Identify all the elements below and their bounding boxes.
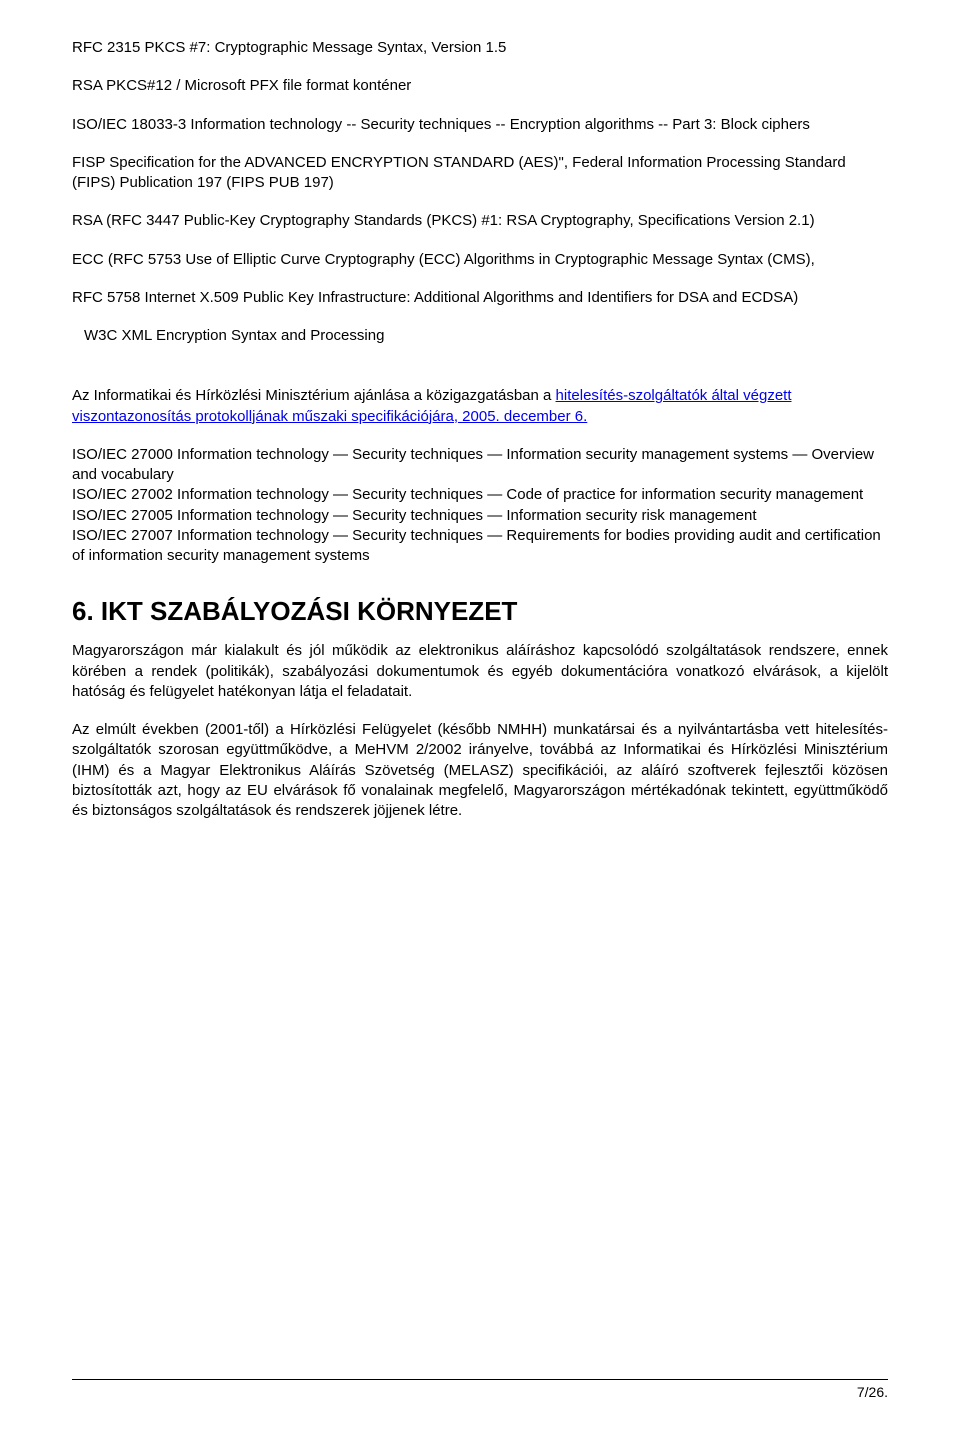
paragraph-ecc-rfc5753: ECC (RFC 5753 Use of Elliptic Curve Cryp…: [72, 250, 888, 270]
paragraph-fisp-aes: FISP Specification for the ADVANCED ENCR…: [72, 153, 888, 194]
text-ihm-prefix: Az Informatikai és Hírközlési Minisztéri…: [72, 387, 556, 404]
paragraph-iso27005: ISO/IEC 27005 Information technology — S…: [72, 506, 888, 526]
paragraph-iso27007: ISO/IEC 27007 Information technology — S…: [72, 526, 888, 567]
paragraph-body-2: Az elmúlt években (2001-től) a Hírközlés…: [72, 720, 888, 821]
paragraph-rfc2315: RFC 2315 PKCS #7: Cryptographic Message …: [72, 38, 888, 58]
page-footer: 7/26.: [72, 1379, 888, 1400]
paragraph-iso27000: ISO/IEC 27000 Information technology — S…: [72, 445, 888, 486]
page-number: 7/26.: [72, 1384, 888, 1400]
paragraph-iso27002: ISO/IEC 27002 Information technology — S…: [72, 485, 888, 505]
paragraph-ihm-recommendation: Az Informatikai és Hírközlési Minisztéri…: [72, 386, 888, 427]
paragraph-rfc5758: RFC 5758 Internet X.509 Public Key Infra…: [72, 288, 888, 308]
paragraph-rsa-pkcs12: RSA PKCS#12 / Microsoft PFX file format …: [72, 76, 888, 96]
footer-divider: [72, 1379, 888, 1380]
heading-section-6: 6. IKT SZABÁLYOZÁSI KÖRNYEZET: [72, 596, 888, 627]
paragraph-iso18033: ISO/IEC 18033-3 Information technology -…: [72, 115, 888, 135]
paragraph-body-1: Magyarországon már kialakult és jól műkö…: [72, 641, 888, 702]
paragraph-rsa-rfc3447: RSA (RFC 3447 Public-Key Cryptography St…: [72, 211, 888, 231]
paragraph-w3c-xml: W3C XML Encryption Syntax and Processing: [84, 326, 888, 346]
